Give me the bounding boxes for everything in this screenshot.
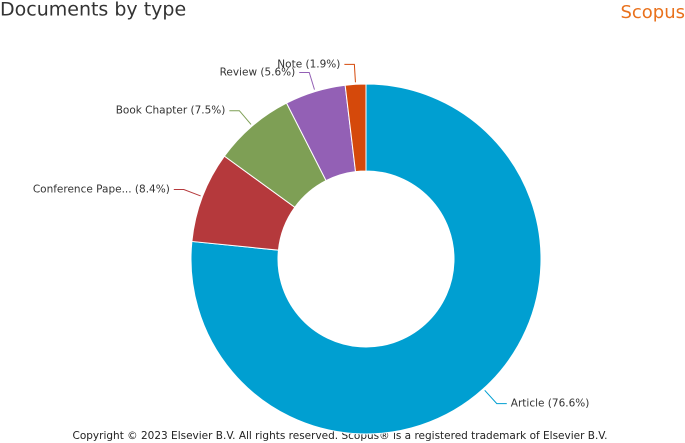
donut-segment xyxy=(344,83,367,173)
data-label: Note (1.9%) xyxy=(277,58,340,70)
leader-line xyxy=(299,71,315,90)
chart-title: Documents by type xyxy=(0,0,186,21)
brand-logo: Scopus xyxy=(620,2,685,23)
data-label: Article (76.6%) xyxy=(511,398,590,410)
data-label: Review (5.6%) xyxy=(220,66,296,78)
leader-line xyxy=(344,63,356,83)
leader-line xyxy=(173,189,201,197)
leader-line xyxy=(229,110,252,125)
donut-segment xyxy=(190,83,542,435)
footer: Copyright © 2023 Elsevier B.V. All right… xyxy=(73,430,608,442)
data-label: Book Chapter (7.5%) xyxy=(116,105,226,117)
leader-line xyxy=(484,389,507,405)
data-label: Conference Pape... (8.4%) xyxy=(33,183,170,195)
